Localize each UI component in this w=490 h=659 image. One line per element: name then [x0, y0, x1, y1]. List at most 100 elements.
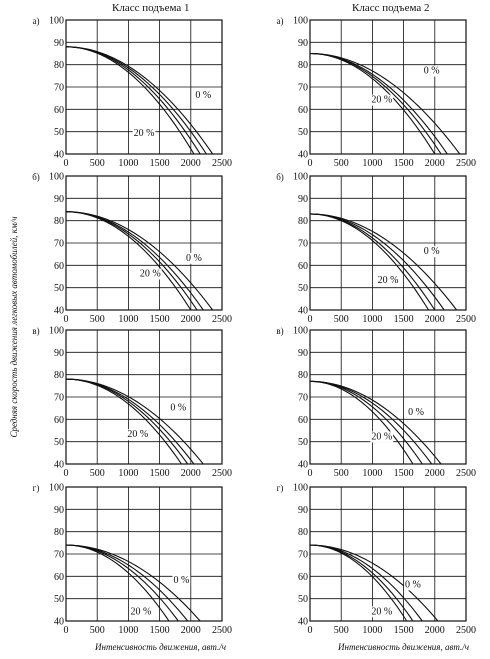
- panel-2-ytick-label: 70: [298, 83, 308, 94]
- panel-1-letter: а): [33, 16, 40, 26]
- panel-7-ytick-label: 40: [54, 617, 64, 628]
- panel-3-ytick-label: 40: [54, 306, 64, 317]
- panel-1-ytick-label: 60: [54, 105, 64, 116]
- panel-1-frame: [65, 19, 223, 155]
- panel-5-ytick-label: 80: [54, 370, 64, 381]
- panel-4-xtick-label: 0: [308, 314, 313, 325]
- panel-4-curve-1: [309, 213, 430, 311]
- panel-3-ytick-label: 70: [54, 239, 64, 250]
- panel-4-curve-4: [309, 213, 458, 311]
- panel-4-annotation-bg: [422, 246, 441, 258]
- panel-5-letter: в): [32, 326, 39, 336]
- panel-7-xtick-label: 1000: [118, 625, 138, 636]
- panel-1-ytick-label: 90: [54, 38, 64, 49]
- panel-5-curve-3: [65, 378, 195, 465]
- panel-1-xtick-label: 2000: [181, 158, 201, 169]
- panel-3-ytick-label: 50: [54, 283, 64, 294]
- panel-6-xtick-label: 500: [334, 468, 349, 479]
- panel-4-xtick-label: 2000: [425, 314, 445, 325]
- panel-4-xtick-label: 1500: [394, 314, 414, 325]
- panel-1-annotation: 20 %: [134, 128, 155, 139]
- panel-2-ytick-label: 80: [298, 60, 308, 71]
- panel-4-xtick-label: 500: [334, 314, 349, 325]
- panel-6-annotation-bg: [407, 406, 426, 418]
- panel-8-letter: г): [277, 483, 284, 493]
- panel-7-xtick-label: 2000: [181, 625, 201, 636]
- panel-5-ytick-label: 100: [49, 326, 64, 337]
- panel-4-annotation: 20 %: [378, 275, 399, 286]
- panel-6-xtick-label: 2000: [425, 468, 445, 479]
- panel-5-xtick-label: 1500: [150, 468, 170, 479]
- panel-3-curve-3: [65, 211, 204, 311]
- panel-3-xtick-label: 1000: [118, 314, 138, 325]
- panel-5-xtick-label: 500: [90, 468, 105, 479]
- panel-1-annotation: 0 %: [195, 90, 211, 101]
- panel-8-xtick-label: 2500: [456, 625, 476, 636]
- panel-3-xtick-label: 2000: [181, 314, 201, 325]
- panel-7-annotation: 20 %: [130, 606, 151, 617]
- panel-3-annotation-bg: [184, 252, 203, 264]
- panel-2-ytick-label: 100: [293, 16, 308, 27]
- panel-2-annotation: 0 %: [424, 66, 440, 77]
- panel-1-ytick-label: 40: [54, 150, 64, 161]
- panel-4-xtick-label: 1000: [362, 314, 382, 325]
- panel-6-xtick-label: 1500: [394, 468, 414, 479]
- panel-1-xtick-label: 500: [90, 158, 105, 169]
- panel-4-letter: б): [276, 172, 284, 182]
- panel-1-ytick-label: 100: [49, 16, 64, 27]
- panel-7-ytick-label: 90: [54, 505, 64, 516]
- panel-5-ytick-label: 70: [54, 393, 64, 404]
- panel-2-annotation-bg: [370, 94, 394, 106]
- panel-4-ytick-label: 60: [298, 261, 308, 272]
- panel-6-xtick-label: 2500: [456, 468, 476, 479]
- panel-4-annotation-bg: [376, 275, 400, 287]
- panel-4-ytick-label: 40: [298, 306, 308, 317]
- panel-3-annotation: 0 %: [186, 253, 202, 264]
- panel-1-xtick-label: 0: [64, 158, 69, 169]
- panel-3-xtick-label: 2500: [212, 314, 232, 325]
- panel-1-curve-1: [65, 46, 195, 155]
- panel-7-ytick-label: 80: [54, 527, 64, 538]
- panel-6-xtick-label: 1000: [362, 468, 382, 479]
- panel-5-curve-1: [65, 378, 182, 465]
- panel-7-frame: [65, 486, 223, 622]
- panel-2-ytick-label: 50: [298, 127, 308, 138]
- panel-8-frame: [309, 486, 467, 622]
- panel-6-ytick-label: 90: [298, 348, 308, 359]
- panel-5-xtick-label: 2500: [212, 468, 232, 479]
- panel-1-ytick-label: 70: [54, 83, 64, 94]
- panel-2-curve-4: [309, 52, 461, 155]
- panel-6-ytick-label: 40: [298, 460, 308, 471]
- column-title-2: Класс подъема 2: [352, 2, 430, 14]
- panel-8-ytick-label: 50: [298, 594, 308, 605]
- panel-4-ytick-label: 50: [298, 283, 308, 294]
- panel-7-xtick-label: 500: [90, 625, 105, 636]
- x-axis-label-1: Интенсивность движения, авт./ч: [95, 642, 227, 652]
- panel-7-annotation-bg: [129, 606, 153, 618]
- panel-3-ytick-label: 90: [54, 194, 64, 205]
- panel-8-xtick-label: 1500: [394, 625, 414, 636]
- panel-2-letter: а): [277, 16, 284, 26]
- panel-5-annotation: 0 %: [170, 402, 186, 413]
- panel-8-annotation-bg: [404, 579, 422, 591]
- panel-8-annotation-bg: [370, 606, 394, 618]
- panel-2-annotation: 20 %: [371, 95, 392, 106]
- panel-5-ytick-label: 50: [54, 437, 64, 448]
- panel-3-xtick-label: 0: [64, 314, 69, 325]
- panel-1-ytick-label: 50: [54, 127, 64, 138]
- panel-5-xtick-label: 0: [64, 468, 69, 479]
- panel-7-annotation-bg: [172, 575, 191, 587]
- panel-3-letter: б): [32, 172, 40, 182]
- panel-2-ytick-label: 40: [298, 150, 308, 161]
- panel-8-ytick-label: 100: [293, 483, 308, 494]
- panel-2-xtick-label: 2500: [456, 158, 476, 169]
- panel-3-frame: [65, 175, 223, 311]
- panel-5-curve-2: [65, 378, 189, 465]
- panel-5-annotation-bg: [126, 429, 150, 441]
- panel-1-xtick-label: 1000: [118, 158, 138, 169]
- panel-3-ytick-label: 60: [54, 261, 64, 272]
- y-axis-label: Средняя скорость движения легковых автом…: [9, 216, 19, 438]
- panel-6-curve-4: [309, 380, 442, 465]
- panel-8-ytick-label: 80: [298, 527, 308, 538]
